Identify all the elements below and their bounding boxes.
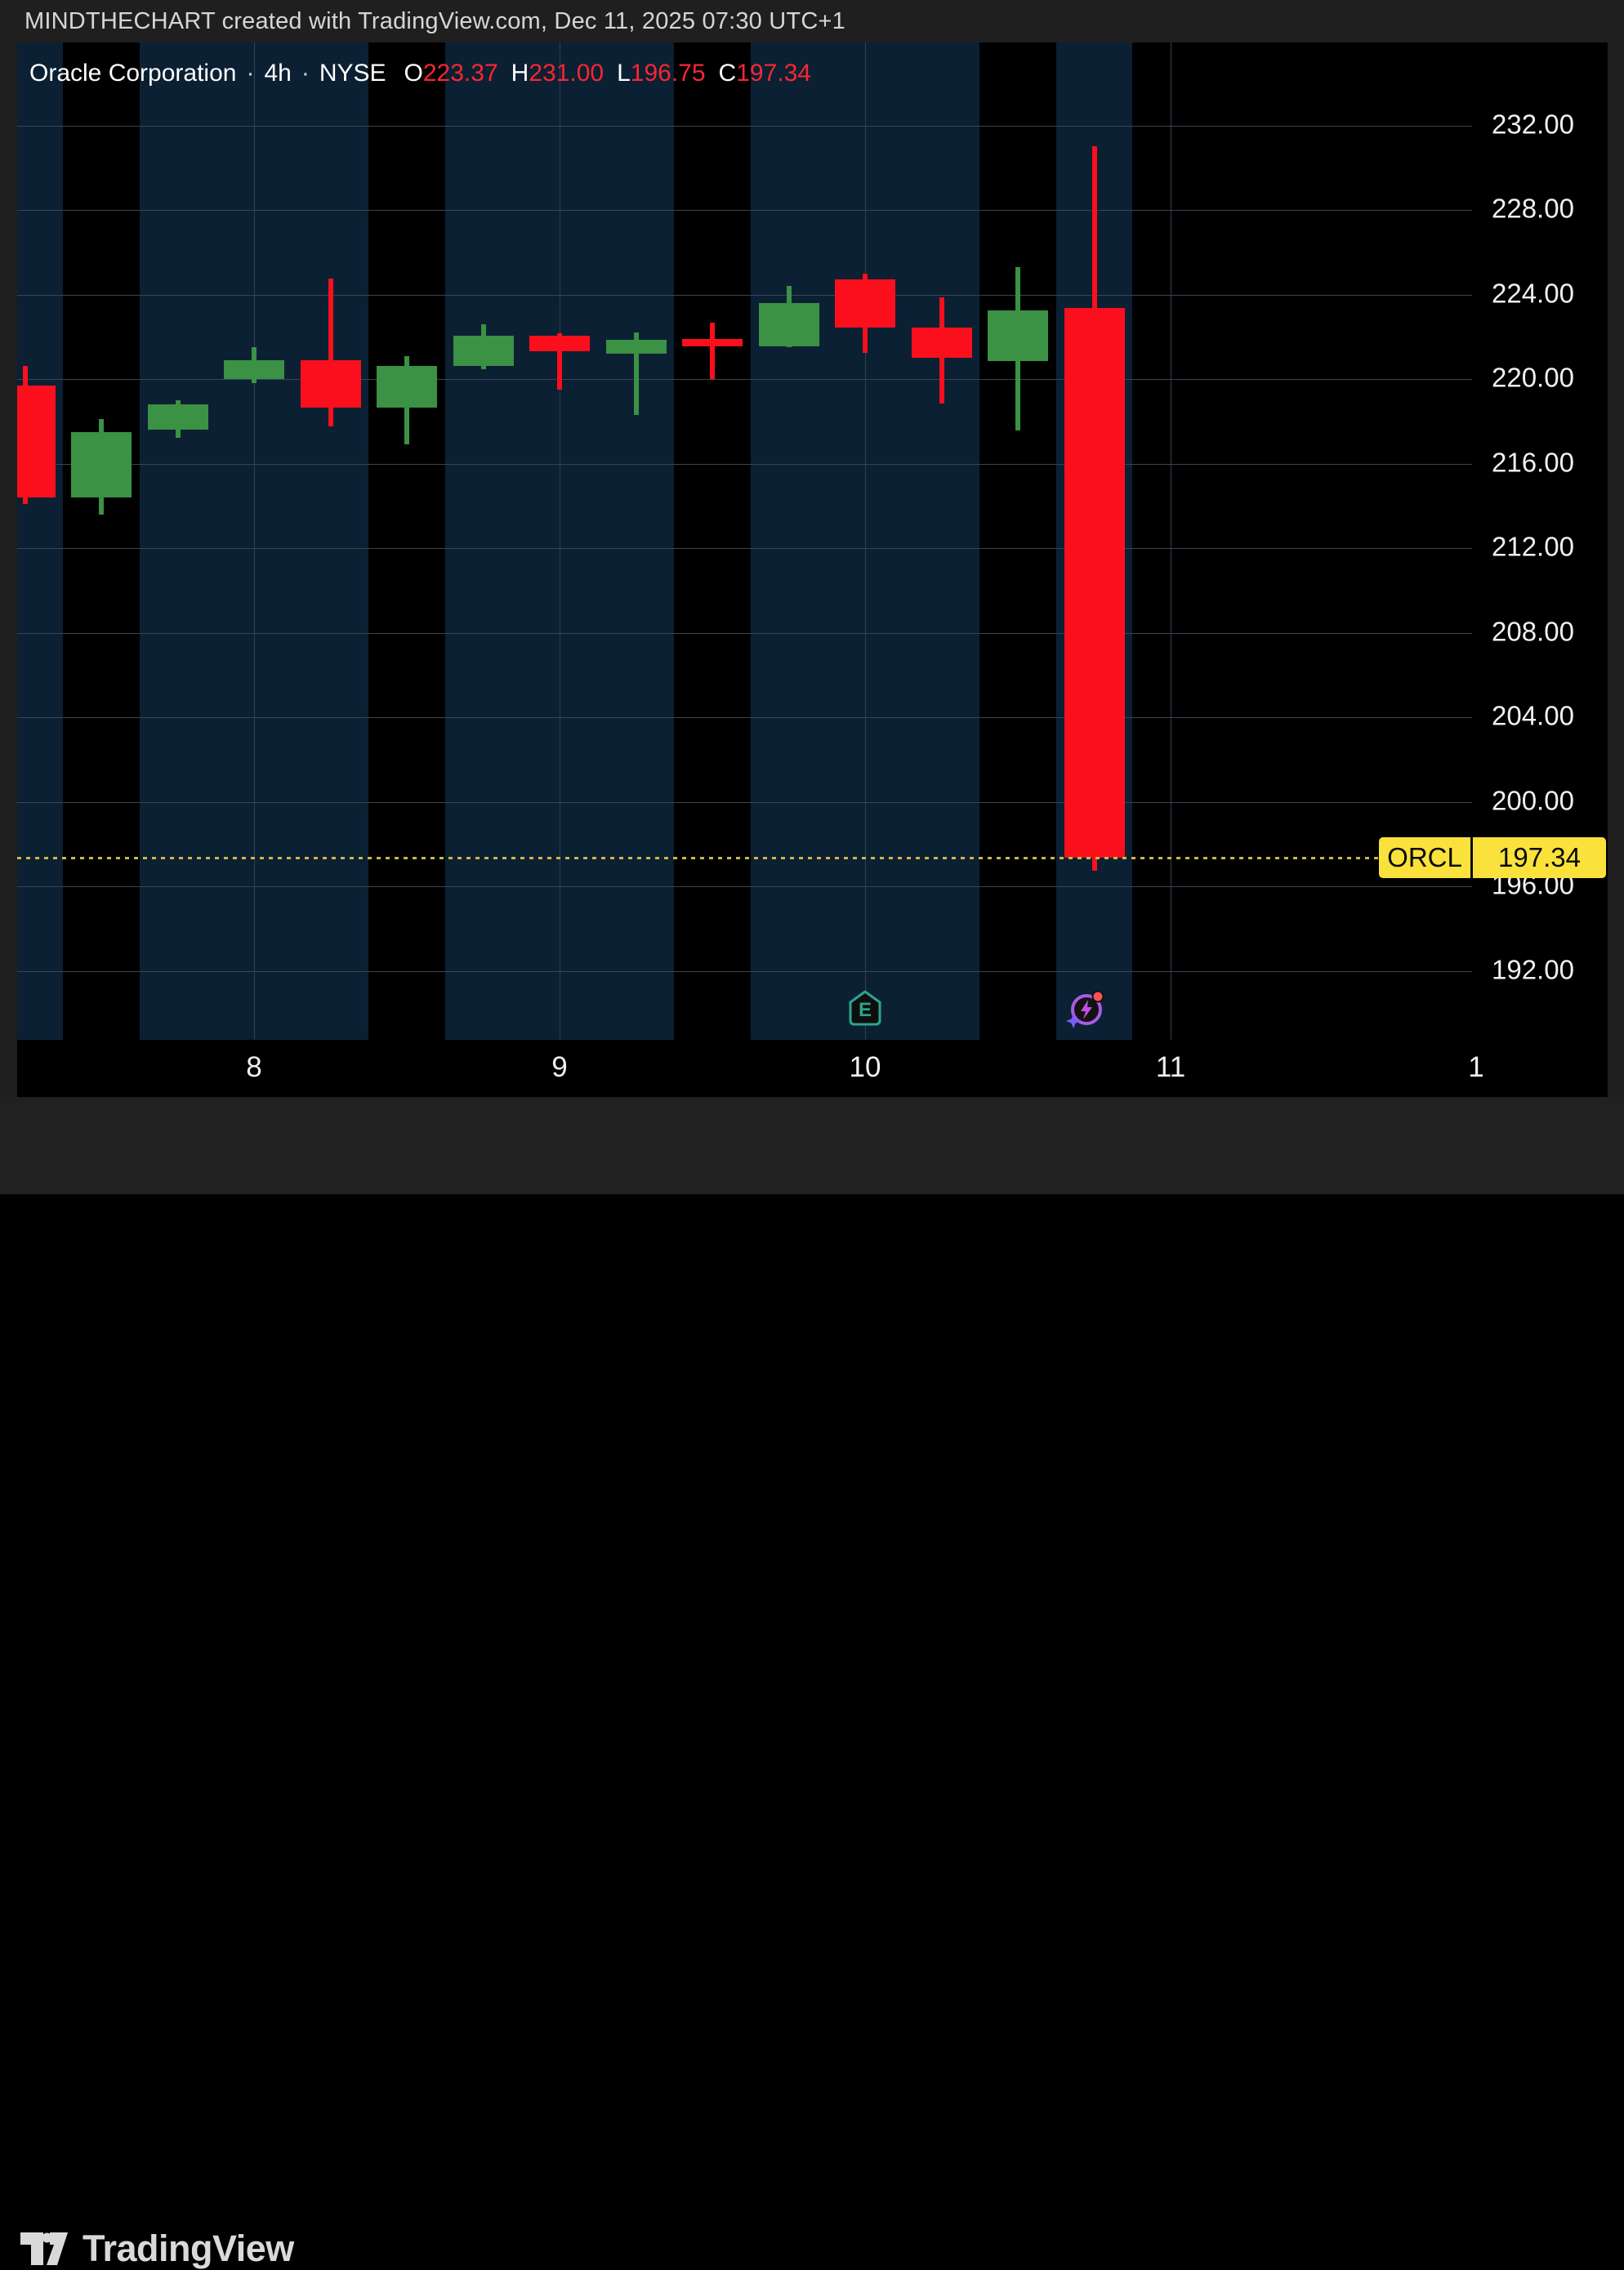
time-axis-label: 10	[849, 1051, 881, 1083]
price-axis-label: 192.00	[1492, 953, 1574, 984]
legend-interval[interactable]: 4h	[264, 60, 292, 87]
tradingview-logo-icon	[20, 2232, 68, 2265]
tradingview-logo[interactable]: TradingView	[19, 2228, 294, 2270]
candle	[71, 431, 132, 497]
session-band	[17, 42, 64, 1040]
price-axis-label: 228.00	[1492, 193, 1574, 224]
legend-low-label: L	[617, 60, 631, 87]
legend-exchange: NYSE	[319, 60, 386, 87]
price-axis-label: 220.00	[1492, 362, 1574, 393]
price-gridline	[17, 210, 1472, 211]
price-gridline	[17, 632, 1472, 634]
price-gridline	[17, 379, 1472, 380]
price-gridline	[17, 294, 1472, 296]
footer-bar: TradingView	[0, 1097, 1624, 2269]
right-pane-margin	[1608, 42, 1624, 1097]
last-price-line	[17, 857, 1379, 860]
price-gridline	[17, 886, 1472, 887]
candle	[453, 335, 514, 367]
candle	[224, 359, 284, 379]
price-gridline	[17, 548, 1472, 549]
earnings-badge-icon[interactable]: E	[847, 989, 883, 1027]
sparkle-lightning-icon[interactable]	[1064, 988, 1109, 1031]
price-tag-value: 197.34	[1473, 837, 1606, 879]
price-axis-label: 200.00	[1492, 784, 1574, 815]
candle	[17, 385, 56, 497]
chart-canvas[interactable]	[17, 42, 1608, 1040]
price-axis-label: 212.00	[1492, 531, 1574, 562]
candle	[911, 327, 972, 359]
candle	[147, 404, 208, 430]
price-gridline	[17, 125, 1472, 127]
candle	[1064, 307, 1125, 858]
time-axis[interactable]: 8 9 10 11 1	[17, 1040, 1608, 1097]
time-axis-label: 1	[1468, 1051, 1484, 1083]
date-gridline	[254, 42, 255, 1040]
candle	[377, 366, 437, 408]
candle	[300, 359, 361, 408]
last-price-tag: ORCL 197.34	[1379, 837, 1606, 879]
legend-close-value: 197.34	[736, 60, 811, 87]
candle-wick	[633, 332, 639, 415]
time-axis-label: 11	[1155, 1051, 1186, 1083]
price-tag-ticker: ORCL	[1379, 837, 1470, 879]
candle	[605, 340, 667, 354]
legend-separator: ·	[246, 60, 255, 87]
price-axis-label: 208.00	[1492, 615, 1574, 646]
price-axis-label: 216.00	[1492, 446, 1574, 477]
candle	[682, 338, 743, 346]
candle-wick	[328, 279, 333, 427]
attribution-text: MINDTHECHART created with TradingView.co…	[25, 7, 845, 34]
candle	[835, 279, 895, 328]
price-tag-divider	[1470, 837, 1473, 879]
candle-wick	[710, 323, 715, 379]
legend-separator: ·	[301, 60, 310, 87]
earnings-badge-letter: E	[859, 999, 872, 1021]
legend-symbol-name[interactable]: Oracle Corporation	[29, 60, 237, 87]
left-pane-margin	[0, 42, 17, 1097]
price-gridline	[17, 463, 1472, 465]
candle	[529, 335, 590, 352]
price-gridline	[17, 970, 1472, 972]
lightning-bolt-icon	[1080, 1000, 1092, 1019]
date-gridline	[865, 42, 866, 1040]
legend-low-value: 196.75	[630, 60, 706, 87]
red-dot-icon	[1093, 992, 1102, 1001]
legend-high-value: 231.00	[529, 60, 605, 87]
legend-open-value: 223.37	[422, 60, 498, 87]
legend-open-label: O	[404, 60, 423, 87]
tradingview-wordmark: TradingView	[83, 2228, 294, 2269]
price-axis-label: 204.00	[1492, 700, 1574, 731]
price-axis-label: 224.00	[1492, 277, 1574, 308]
price-gridline	[17, 801, 1472, 803]
legend-high-label: H	[511, 60, 529, 87]
price-gridline	[17, 717, 1472, 718]
legend-close-label: C	[718, 60, 737, 87]
candle	[758, 302, 819, 346]
candle	[988, 310, 1048, 361]
attribution-bar: MINDTHECHART created with TradingView.co…	[0, 0, 1624, 42]
time-axis-label: 9	[551, 1051, 568, 1083]
time-axis-label: 8	[246, 1051, 262, 1083]
price-axis-label: 232.00	[1492, 108, 1574, 139]
symbol-legend[interactable]: Oracle Corporation · 4h · NYSE O 223.37 …	[29, 59, 811, 88]
sparkle-star-icon	[1065, 1014, 1081, 1028]
candle-wick	[557, 333, 562, 390]
